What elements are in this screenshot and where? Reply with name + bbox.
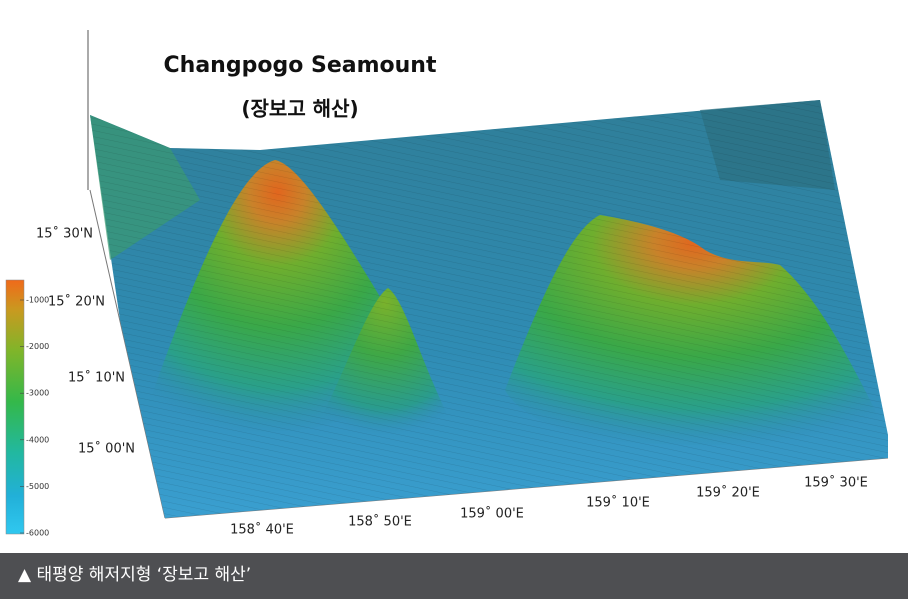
caption-bar [0,553,908,599]
colorbar-label: -6000 [26,529,49,538]
contour-texture [90,100,888,518]
subtitle: (장보고 해산) [241,97,358,121]
latitude-label: 15˚ 10'N [68,370,125,386]
latitude-label: 15˚ 30'N [36,226,93,242]
longitude-label: 159˚ 10'E [586,495,650,511]
terrain [90,100,888,518]
longitude-labels: 158˚ 40'E 158˚ 50'E 159˚ 00'E 159˚ 10'E 159˚… [230,475,868,538]
caption: ▲ 태평양 해저지형 ‘장보고 해산’ [18,565,251,585]
axis-line [89,189,166,519]
colorbar [5,279,25,535]
longitude-label: 159˚ 20'E [696,485,760,501]
colorbar-label: -4000 [26,435,49,444]
latitude-labels: 15˚ 30'N 15˚ 20'N 15˚ 10'N 15˚ 00'N [36,226,135,457]
title: Changpogo Seamount [164,53,437,78]
latitude-label: 15˚ 00'N [78,441,135,457]
colorbar-label: -3000 [26,389,49,398]
longitude-label: 158˚ 50'E [348,514,412,530]
longitude-label: 159˚ 30'E [804,475,868,491]
longitude-label: 158˚ 40'E [230,522,294,538]
longitude-label: 159˚ 00'E [460,506,524,522]
latitude-label: 15˚ 20'N [48,294,105,310]
colorbar-labels: -1000 -2000 -3000 -4000 -5000 -6000 [20,296,49,538]
colorbar-label: -2000 [26,342,49,351]
colorbar-label: -5000 [26,482,49,491]
colorbar-label: -1000 [26,296,49,305]
